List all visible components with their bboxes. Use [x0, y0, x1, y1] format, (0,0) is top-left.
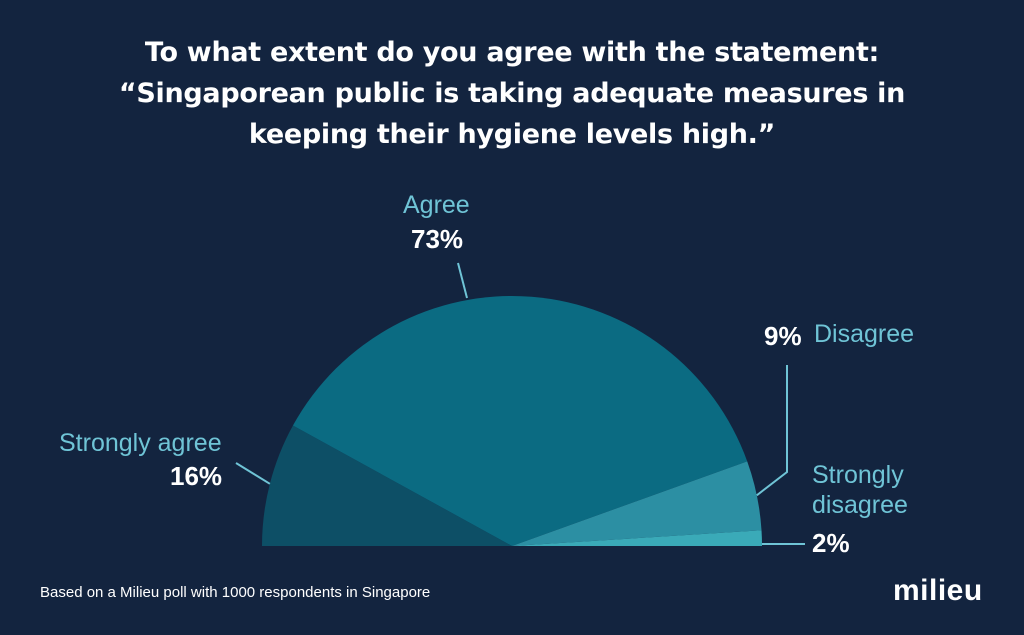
- label-strongly-disagree: Strongly disagree: [812, 460, 922, 520]
- label-disagree: Disagree: [814, 320, 915, 348]
- slice-disagree: [512, 461, 762, 546]
- leader-line-disagree: [756, 365, 788, 497]
- label-agree: Agree: [403, 191, 470, 219]
- value-agree: 73%: [411, 224, 464, 254]
- leader-line-agree: [457, 262, 468, 299]
- slice-strongly-disagree: [512, 530, 762, 546]
- value-strongly-agree: 16%: [170, 461, 223, 491]
- chart-title: To what extent do you agree with the sta…: [0, 32, 1024, 155]
- title-line-1: To what extent do you agree with the sta…: [144, 37, 880, 68]
- footnote: Based on a Milieu poll with 1000 respond…: [40, 584, 431, 601]
- label-strongly-disagree-text: Strongly disagree: [812, 461, 908, 519]
- title-line-3: keeping their hygiene levels high.”: [248, 119, 776, 150]
- slice-agree: [292, 296, 748, 546]
- label-strongly-agree: Strongly agree: [59, 429, 222, 457]
- title-line-2: “Singaporean public is taking adequate m…: [118, 78, 906, 109]
- leader-line-strongly-agree: [235, 462, 271, 485]
- milieu-logo: milieu: [893, 574, 983, 607]
- value-strongly-disagree: 2%: [812, 528, 850, 558]
- value-disagree: 9%: [764, 321, 802, 351]
- slice-strongly-agree: [262, 425, 512, 546]
